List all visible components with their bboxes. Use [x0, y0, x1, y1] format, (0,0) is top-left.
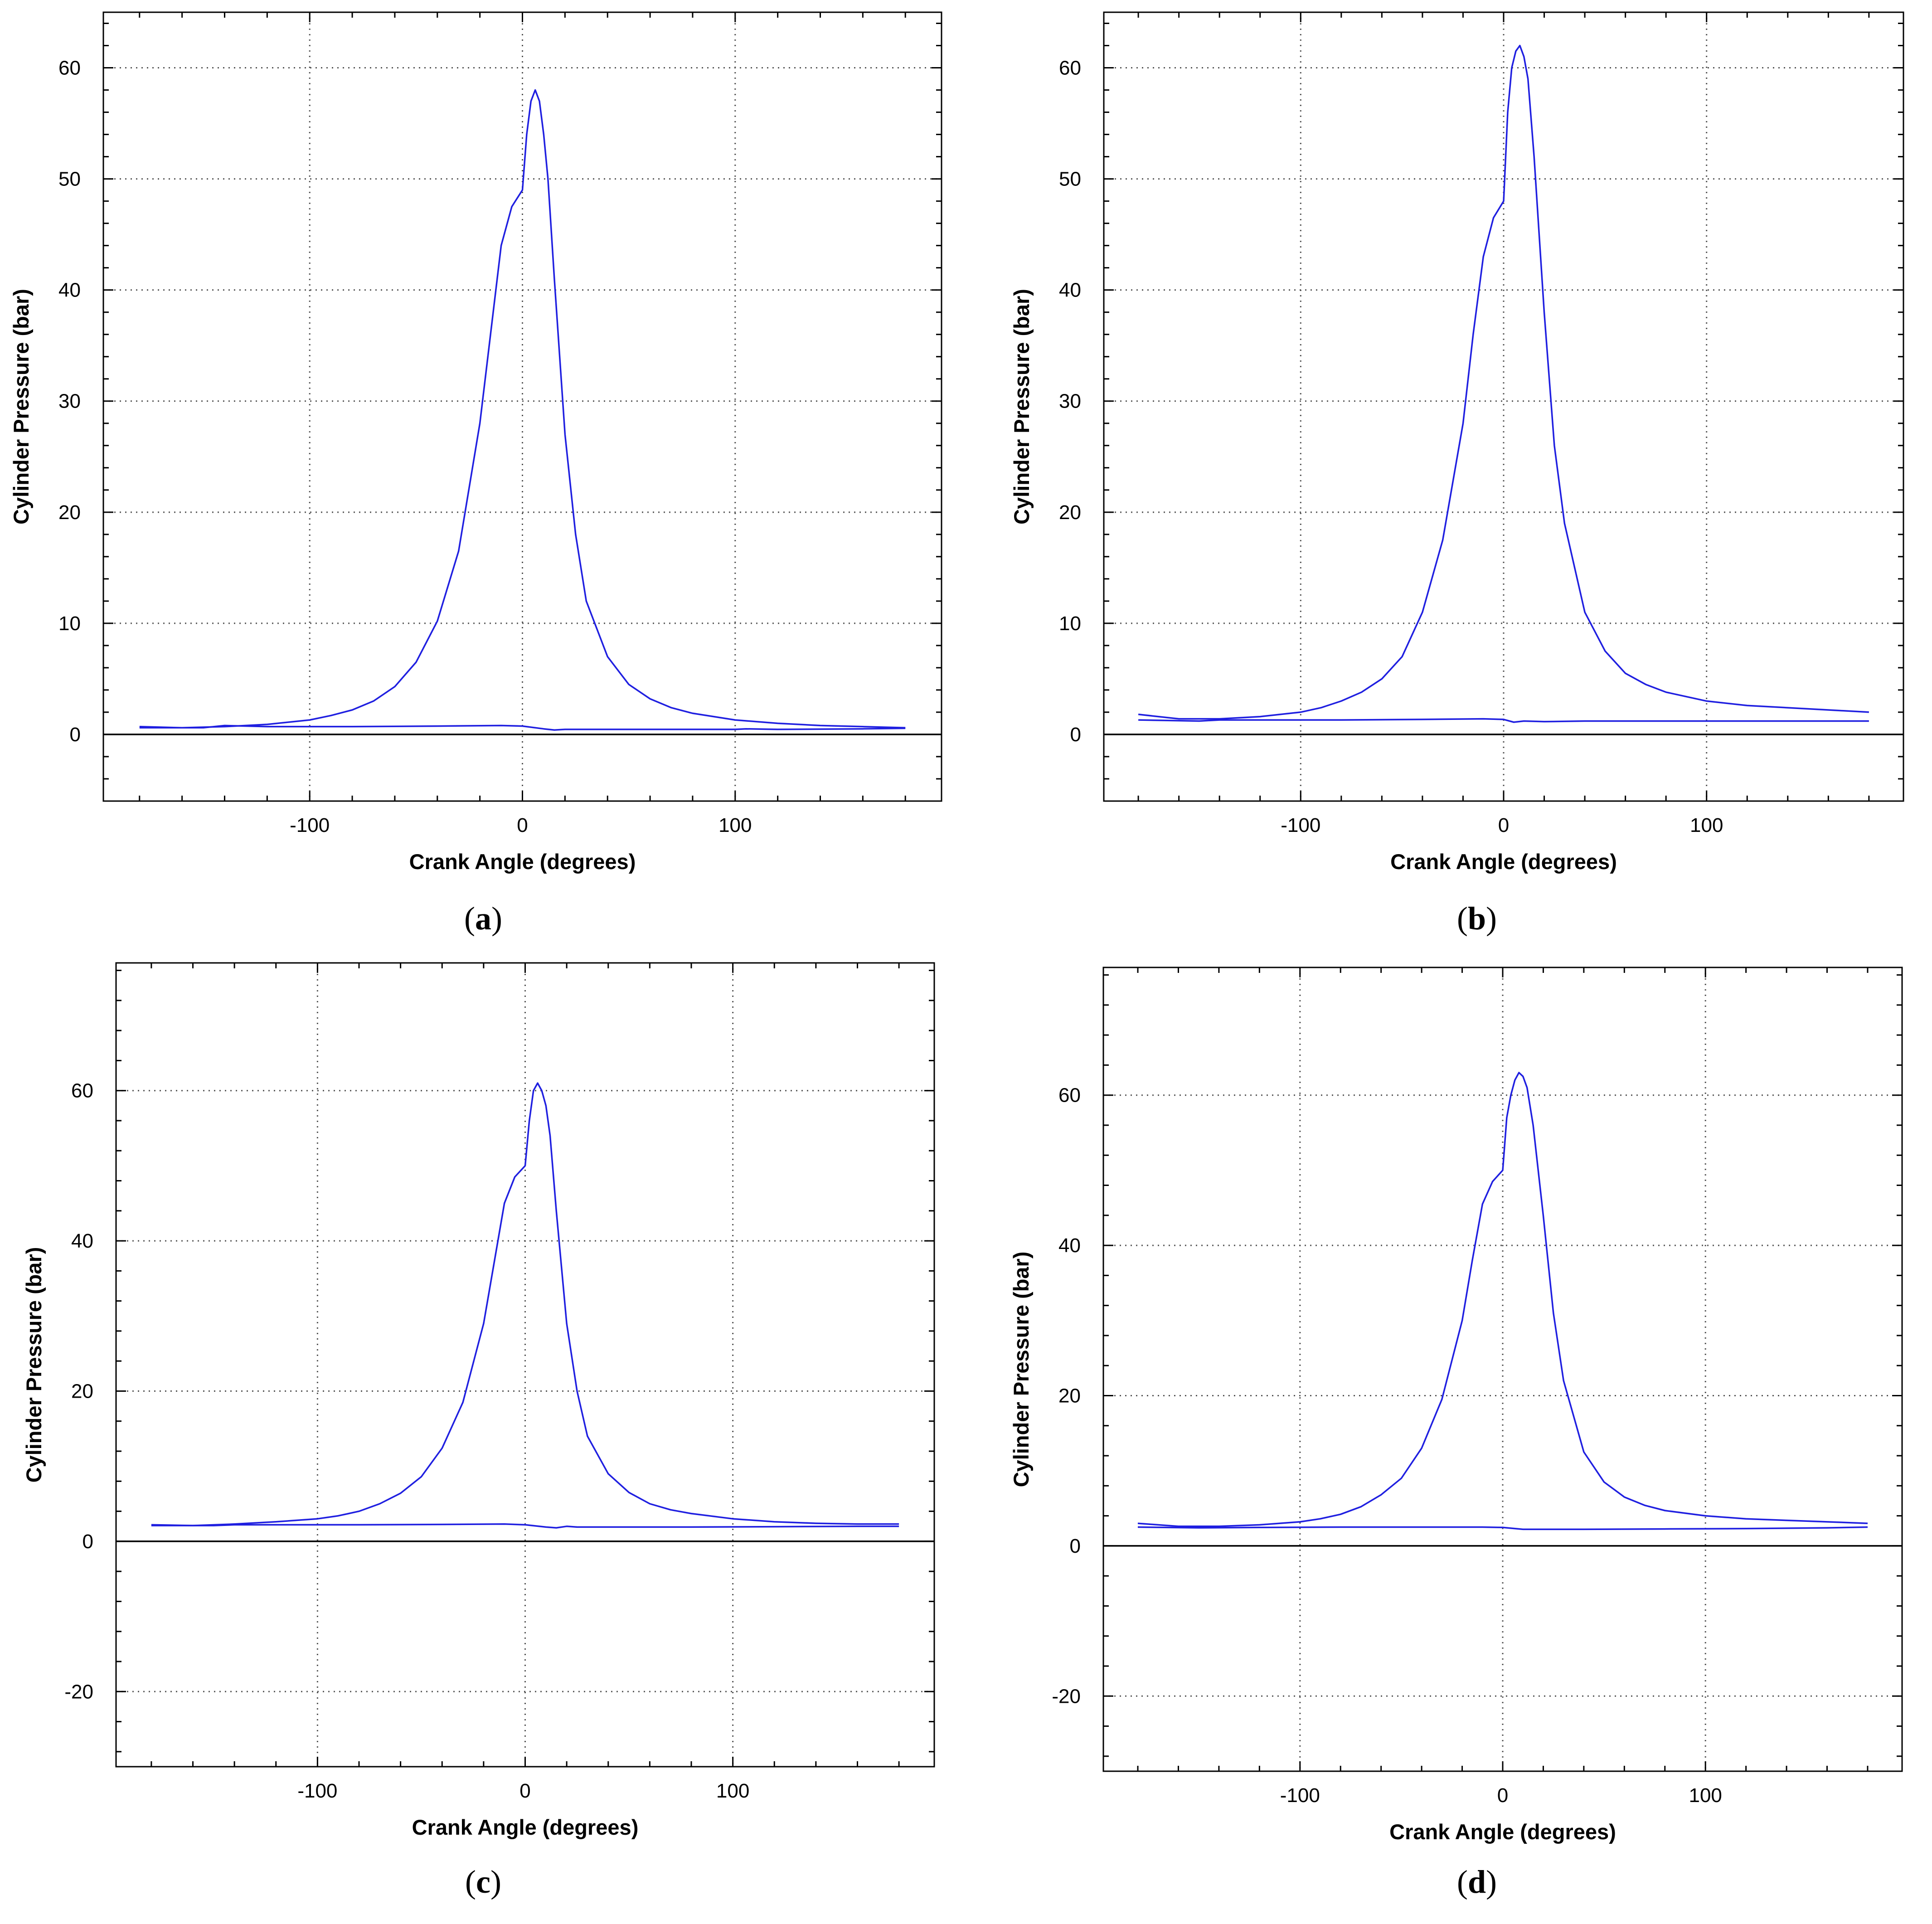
y-axis-title: Cylinder Pressure (bar): [1009, 1252, 1033, 1487]
y-tick-label: 60: [71, 1080, 93, 1102]
y-tick-label: 60: [58, 57, 81, 79]
series-line-pressure: [1137, 1072, 1868, 1527]
x-tick-label: 0: [517, 814, 528, 836]
y-tick-label: 30: [58, 390, 81, 413]
caption-b: (b): [1456, 900, 1497, 937]
x-tick-label: 100: [1690, 814, 1723, 836]
y-tick-label: 0: [1070, 724, 1081, 746]
chart-panel-b: -100 0 100 0 10 20 30 40 50 60 Crank Angle (degree…: [966, 0, 1932, 962]
y-tick-label: 40: [71, 1230, 93, 1252]
x-tick-label: -100: [290, 814, 330, 836]
y-tick-label: 40: [58, 279, 81, 301]
y-tick-label: 0: [83, 1530, 93, 1553]
x-tick-label: 0: [1497, 1784, 1508, 1807]
x-tick-label: 100: [1689, 1784, 1722, 1807]
caption-a: (a): [464, 900, 502, 937]
series-line-pressure: [139, 89, 906, 729]
series-line-baseline: [139, 724, 906, 731]
y-tick-label: 40: [1058, 1234, 1081, 1257]
y-tick-label: 30: [1059, 390, 1081, 413]
chart-b-svg: -100 0 100 0 10 20 30 40 50 60 Crank Angle (degree…: [1010, 11, 1904, 874]
x-tick-label: 100: [718, 814, 752, 836]
x-axis-title: Crank Angle (degrees): [1390, 850, 1617, 874]
x-tick-label: -100: [1281, 814, 1320, 836]
y-axis-title: Cylinder Pressure (bar): [9, 289, 33, 525]
caption-d-letter: d: [1467, 1864, 1486, 1900]
chart-panel-c: -100 0 100 -20 0 20 40 60 Crank Angle (degrees) C…: [0, 962, 966, 1924]
y-tick-label: 20: [58, 501, 81, 524]
series-line-baseline: [1137, 1526, 1868, 1530]
y-tick-label: 60: [1059, 57, 1081, 79]
x-axis-title: Crank Angle (degrees): [1389, 1820, 1616, 1844]
series-line-pressure: [151, 1082, 899, 1526]
x-tick-label: 0: [519, 1780, 530, 1802]
y-tick-label: -20: [64, 1681, 93, 1703]
y-axis-title: Cylinder Pressure (bar): [22, 1247, 46, 1483]
y-tick-label: 10: [58, 612, 81, 635]
x-tick-label: 0: [1498, 814, 1509, 836]
x-tick-label: -100: [1280, 1784, 1320, 1807]
series-line-pressure: [1138, 44, 1869, 720]
chart-panel-a: -100 0 100 0 10 20 30 40 50 60 Crank Angle (degree…: [0, 0, 966, 962]
y-tick-label: 20: [1058, 1385, 1081, 1407]
y-tick-label: -20: [1052, 1685, 1081, 1707]
x-axis-title: Crank Angle (degrees): [412, 1815, 639, 1839]
y-tick-label: 0: [1070, 1535, 1081, 1557]
x-tick-label: -100: [297, 1780, 337, 1802]
caption-b-letter: b: [1467, 900, 1486, 937]
series-line-baseline: [151, 1523, 899, 1529]
x-axis-title: Crank Angle (degrees): [409, 850, 636, 874]
chart-panel-d: -100 0 100 -20 0 20 40 60 Crank Angle (degrees) C…: [966, 962, 1932, 1924]
y-tick-label: 10: [1059, 612, 1081, 635]
y-tick-label: 0: [70, 724, 81, 746]
chart-a-svg: -100 0 100 0 10 20 30 40 50 60 Crank Angle (degree…: [9, 11, 942, 874]
y-tick-label: 50: [58, 168, 81, 190]
y-tick-label: 50: [1059, 168, 1081, 190]
chart-c-svg: -100 0 100 -20 0 20 40 60 Crank Angle (degrees) C…: [22, 962, 935, 1839]
series-line-baseline: [1138, 718, 1869, 723]
caption-c-letter: c: [476, 1864, 490, 1900]
y-axis-title: Cylinder Pressure (bar): [1010, 289, 1034, 525]
caption-c: (c): [465, 1864, 501, 1900]
x-tick-label: 100: [716, 1780, 749, 1802]
y-tick-label: 20: [1059, 501, 1081, 524]
chart-d-svg: -100 0 100 -20 0 20 40 60 Crank Angle (degrees) C…: [1009, 967, 1903, 1844]
caption-d: (d): [1456, 1864, 1497, 1900]
caption-a-letter: a: [475, 900, 491, 937]
y-tick-label: 20: [71, 1380, 93, 1402]
y-tick-label: 40: [1059, 279, 1081, 301]
y-tick-label: 60: [1058, 1084, 1081, 1107]
